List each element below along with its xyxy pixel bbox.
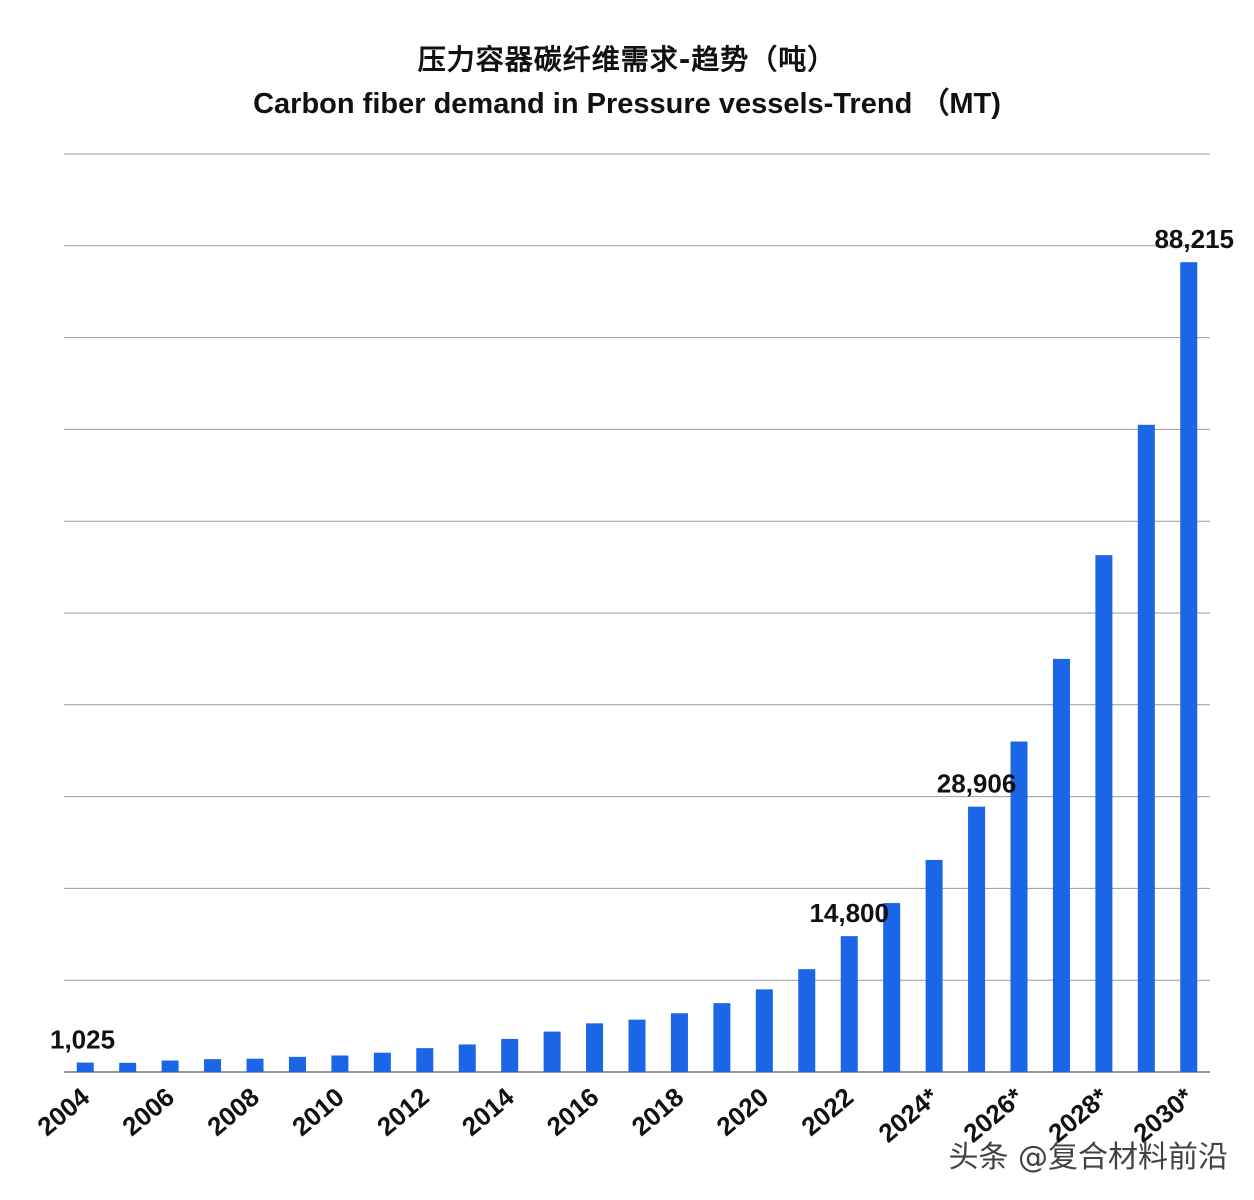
x-tick-label: 2016 [541, 1082, 605, 1142]
bar [416, 1048, 434, 1072]
x-tick-label: 2020 [711, 1082, 775, 1142]
bar [1052, 658, 1070, 1072]
x-tick-label: 2024* [873, 1081, 945, 1148]
x-tick-label: 2010 [286, 1082, 350, 1142]
x-tick-label: 2004 [31, 1081, 95, 1142]
bar [373, 1052, 391, 1072]
x-tick-label: 2006 [116, 1082, 180, 1142]
data-label: 1,025 [50, 1025, 115, 1055]
data-label: 28,906 [937, 769, 1017, 799]
chart-title: 压力容器碳纤维需求-趋势（吨） [417, 43, 837, 76]
bar [331, 1055, 349, 1072]
bar [204, 1059, 222, 1072]
bar [586, 1023, 604, 1072]
x-tick-label: 2022 [795, 1082, 859, 1142]
bar [925, 859, 943, 1072]
bar [458, 1044, 476, 1072]
bar [543, 1031, 561, 1072]
bar [119, 1062, 137, 1072]
bar [246, 1058, 264, 1072]
data-label: 88,215 [1154, 224, 1234, 254]
x-tick-label: 2012 [371, 1082, 435, 1142]
bar [1010, 741, 1028, 1072]
bar [670, 1013, 688, 1072]
chart-subtitle: Carbon fiber demand in Pressure vessels-… [253, 88, 1001, 120]
bar [798, 969, 816, 1072]
x-tick-label: 2008 [201, 1082, 265, 1142]
bar [1095, 555, 1113, 1072]
bar [883, 903, 901, 1072]
bar [161, 1060, 179, 1072]
bar [840, 936, 858, 1072]
bar [755, 989, 773, 1072]
bar [76, 1062, 94, 1072]
bar [288, 1056, 306, 1072]
bar [628, 1019, 646, 1072]
bar [1180, 262, 1198, 1073]
bar [968, 806, 986, 1072]
x-tick-label: 2018 [626, 1082, 690, 1142]
bar [713, 1003, 731, 1072]
watermark: 头条 @复合材料前沿 [948, 1140, 1228, 1175]
bar [1137, 424, 1155, 1072]
x-tick-label: 2014 [456, 1081, 520, 1142]
data-label: 14,800 [809, 898, 889, 928]
bar [501, 1038, 519, 1072]
